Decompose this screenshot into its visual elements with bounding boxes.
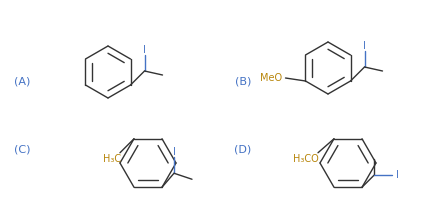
Text: MeO: MeO [260, 73, 282, 83]
Text: (B): (B) [235, 77, 251, 87]
Text: (A): (A) [14, 77, 30, 87]
Text: H₃CO: H₃CO [293, 154, 319, 164]
Text: I: I [143, 45, 146, 55]
Text: I: I [396, 170, 398, 180]
Text: I: I [173, 147, 176, 157]
Text: H₃C: H₃C [103, 154, 121, 164]
Text: I: I [363, 41, 366, 51]
Text: (D): (D) [234, 145, 252, 155]
Text: (C): (C) [14, 145, 30, 155]
